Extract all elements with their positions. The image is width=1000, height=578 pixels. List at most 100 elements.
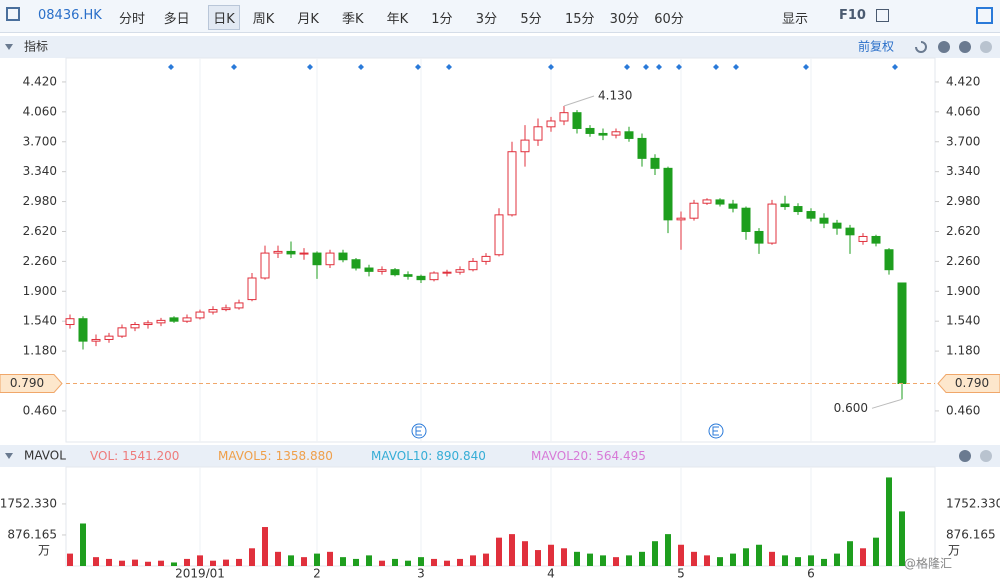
candle-body <box>286 250 296 255</box>
last-price-label: 0.790 <box>955 376 989 390</box>
candle-body <box>273 250 283 254</box>
candle-body <box>169 317 179 322</box>
event-marker <box>656 64 662 70</box>
box-icon[interactable] <box>876 9 889 22</box>
event-marker <box>803 64 809 70</box>
volume-bar <box>392 558 398 566</box>
sidebar-icon[interactable] <box>6 7 20 21</box>
volume-bar <box>418 557 424 566</box>
volume-bar <box>119 560 125 566</box>
symbol: 08436.HK <box>38 8 102 23</box>
f10-button[interactable]: F10 <box>839 8 866 23</box>
x-tick-label: 5 <box>677 567 685 578</box>
high-label: 4.130 <box>598 89 632 103</box>
timeframe-tab[interactable]: 5分 <box>520 12 542 27</box>
settings-icon[interactable] <box>980 450 992 462</box>
candle-body <box>689 202 699 219</box>
volume-bar <box>808 555 814 566</box>
candle-body <box>650 157 660 169</box>
volume-bar <box>639 551 645 566</box>
timeframe-tab[interactable]: 季K <box>342 12 364 27</box>
volume-bar <box>184 558 190 566</box>
timeframe-tab[interactable]: 月K <box>297 12 319 27</box>
layout-icon[interactable] <box>976 7 993 24</box>
volume-bar <box>444 560 450 566</box>
close-icon[interactable] <box>959 450 971 462</box>
event-marker <box>643 64 649 70</box>
timeframe-tab[interactable]: 60分 <box>654 12 684 27</box>
x-tick-label: 4 <box>547 567 555 578</box>
earnings-glyph <box>415 426 422 436</box>
volume-bar <box>80 523 86 566</box>
add-icon[interactable] <box>938 41 950 53</box>
volume-bar <box>262 527 268 566</box>
y-tick-label: 1752.330 <box>0 496 57 510</box>
volume-bar <box>197 555 203 566</box>
candle-body <box>299 252 309 255</box>
volume-bar <box>509 534 515 566</box>
low-label: 0.600 <box>834 401 868 415</box>
unit-label: 万 <box>38 544 50 558</box>
volume-bar <box>236 558 242 566</box>
timeframe-tab[interactable]: 分时 <box>119 12 146 27</box>
y-tick-label: 1.900 <box>23 284 57 298</box>
timeframe-tab[interactable]: 1分 <box>431 12 453 27</box>
toolbar: 08436.HK 显示 F10 分时 多日 日K 周K 月K 季K 年K 1分 3分 5分 15分 3… <box>0 0 1000 33</box>
timeframe-tab[interactable]: 日K <box>208 5 240 30</box>
volume-bar <box>223 559 229 566</box>
collapse-icon[interactable] <box>5 453 13 459</box>
volume-bar <box>626 555 632 566</box>
timeframe-tab[interactable]: 15分 <box>565 12 595 27</box>
candle-body <box>442 271 452 274</box>
remove-icon[interactable] <box>959 41 971 53</box>
volume-bar <box>171 562 177 566</box>
undo-icon[interactable] <box>915 41 927 53</box>
candle-body <box>117 327 127 337</box>
y-tick-label: 2.620 <box>23 224 57 238</box>
volume-bar <box>340 557 346 566</box>
settings-icon[interactable] <box>980 41 992 53</box>
timeframe-tab[interactable]: 多日 <box>163 12 190 27</box>
candle-body <box>871 235 881 244</box>
candle-body <box>312 252 322 266</box>
adjust-button[interactable]: 前复权 <box>858 39 894 54</box>
display-menu[interactable]: 显示 <box>782 12 809 27</box>
legend-value: 1358.880 <box>276 449 333 463</box>
price-tag <box>0 374 63 394</box>
price-tag <box>937 374 1000 394</box>
volume-bar <box>353 558 359 566</box>
candle-body <box>637 137 647 159</box>
timeframe-tab[interactable]: 年K <box>386 12 409 27</box>
volume-bar <box>522 541 528 566</box>
volume-bar <box>704 555 710 566</box>
candle-body <box>429 272 439 281</box>
x-tick-label: 2 <box>313 567 321 578</box>
volume-bar <box>847 541 853 566</box>
timeframe-tab[interactable]: 3分 <box>475 12 498 27</box>
y-tick-label: 3.340 <box>946 164 980 178</box>
volume-bar <box>873 537 879 566</box>
y-tick-label: 4.060 <box>23 104 57 118</box>
candle-body <box>533 126 543 141</box>
candle-body <box>91 338 101 342</box>
candle-body <box>156 319 166 324</box>
volume-bar <box>795 557 801 566</box>
candle-body <box>221 307 231 311</box>
candle-body <box>546 120 556 128</box>
legend-entry: MAVOL5: 1358.880 <box>218 449 333 463</box>
y-tick-label: 4.060 <box>946 104 980 118</box>
candle-body <box>572 112 582 129</box>
timeframe-tab[interactable]: 30分 <box>609 12 640 27</box>
candle-body <box>351 259 361 269</box>
event-marker <box>231 64 237 70</box>
y-tick-label: 1.540 <box>23 314 57 328</box>
candle-body <box>416 275 426 281</box>
candle-body <box>715 199 725 205</box>
event-marker <box>713 64 719 70</box>
timeframe-tab[interactable]: 周K <box>252 12 275 27</box>
volume-bar <box>886 477 892 566</box>
collapse-icon[interactable] <box>5 44 13 50</box>
candle-body <box>793 206 803 213</box>
candle-body <box>884 249 894 271</box>
candle-body <box>182 317 192 322</box>
